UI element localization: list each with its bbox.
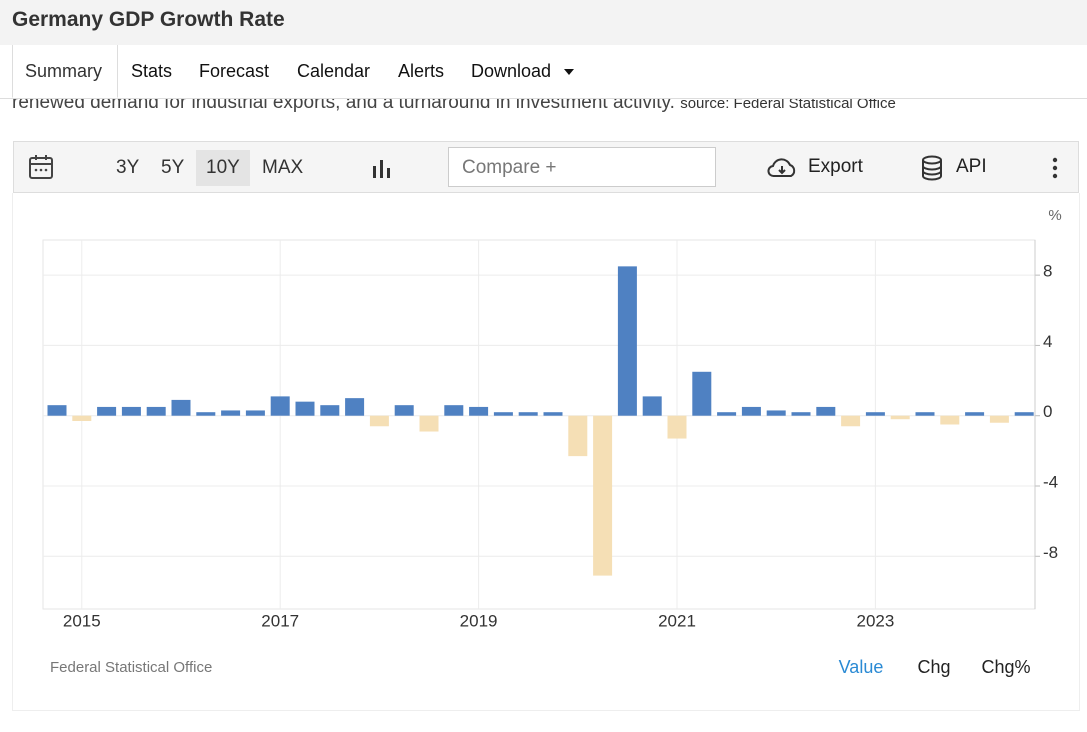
- bar: [989, 415, 1009, 423]
- bar: [543, 412, 563, 416]
- bar: [965, 412, 985, 416]
- range-button[interactable]: 3Y: [116, 157, 140, 178]
- bar: [667, 415, 687, 439]
- bar: [741, 406, 761, 416]
- bar: [469, 406, 489, 416]
- bar: [766, 410, 786, 416]
- bar: [171, 399, 191, 416]
- unit-label: %: [1048, 207, 1061, 224]
- bar: [444, 405, 464, 416]
- bar: [245, 410, 265, 416]
- bar: [369, 415, 389, 427]
- description-source: source: Federal Statistical Office: [680, 95, 896, 112]
- api-button[interactable]: API: [956, 156, 987, 177]
- y-tick-label: -4: [1043, 472, 1058, 491]
- bar: [146, 406, 166, 416]
- x-tick-label: 2023: [856, 611, 894, 630]
- tab[interactable]: Forecast: [199, 61, 270, 81]
- page-title: Germany GDP Growth Rate: [12, 8, 285, 31]
- bar: [915, 412, 935, 416]
- bar: [692, 371, 712, 416]
- bar: [97, 406, 117, 416]
- bar: [345, 398, 365, 416]
- tab[interactable]: Download: [471, 61, 552, 81]
- toolbar: 3Y 5Y 10Y MAX Compare + Export API: [13, 141, 1079, 193]
- bar: [121, 406, 141, 416]
- bar: [791, 412, 811, 416]
- bar: [816, 406, 836, 416]
- bar: [568, 415, 588, 457]
- bar: [493, 412, 513, 416]
- tab[interactable]: Calendar: [297, 61, 371, 81]
- caret: [564, 69, 574, 75]
- bar: [890, 415, 910, 420]
- bar: [841, 415, 861, 427]
- bar: [865, 412, 885, 416]
- bar: [617, 266, 637, 416]
- bar: [940, 415, 960, 425]
- view-toggle[interactable]: Chg: [917, 657, 950, 677]
- x-tick-label: 2019: [460, 611, 498, 630]
- tab[interactable]: Summary: [25, 61, 103, 81]
- y-tick-label: 8: [1043, 262, 1052, 281]
- active-tab-box: [12, 45, 118, 98]
- bar: [518, 412, 538, 416]
- compare-input[interactable]: Compare +: [448, 147, 716, 187]
- plot-border: [42, 239, 1036, 610]
- x-tick-label: 2015: [63, 611, 101, 630]
- bar: [47, 405, 67, 416]
- header: Germany GDP Growth Rate: [0, 0, 1087, 46]
- chart-source: Federal Statistical Office: [50, 659, 212, 676]
- x-tick-label: 2021: [658, 611, 696, 630]
- bar: [717, 412, 737, 416]
- y-tick-label: 4: [1043, 332, 1052, 351]
- bar: [593, 415, 613, 576]
- range-button[interactable]: 10Y: [196, 150, 250, 186]
- view-toggle[interactable]: Value: [839, 657, 884, 677]
- bar: [320, 405, 340, 416]
- bar: [295, 401, 315, 416]
- bar: [270, 396, 290, 416]
- range-button[interactable]: MAX: [262, 157, 304, 178]
- bar: [72, 415, 92, 421]
- export-button[interactable]: Export: [808, 156, 863, 177]
- range-button[interactable]: 5Y: [161, 157, 185, 178]
- bar: [221, 410, 241, 416]
- bar: [642, 396, 662, 416]
- view-toggle[interactable]: Chg%: [981, 657, 1030, 677]
- tab[interactable]: Alerts: [398, 61, 445, 81]
- x-tick-label: 2017: [261, 611, 299, 630]
- bar: [1014, 412, 1034, 416]
- export-icon[interactable]: [766, 157, 798, 179]
- tab[interactable]: Stats: [131, 61, 173, 81]
- chart-panel: [12, 193, 1080, 711]
- y-tick-label: 0: [1043, 402, 1052, 421]
- y-tick-label: -8: [1043, 543, 1058, 562]
- bar: [394, 405, 414, 416]
- bar: [419, 415, 439, 432]
- more-icon[interactable]: [1052, 157, 1058, 179]
- calendar-icon[interactable]: [29, 155, 53, 179]
- tab-bar: Summary Stats Forecast Calendar Alerts D…: [0, 45, 1087, 99]
- api-icon[interactable]: [921, 155, 943, 181]
- bar: [196, 412, 216, 416]
- chart-type-icon[interactable]: [372, 158, 392, 178]
